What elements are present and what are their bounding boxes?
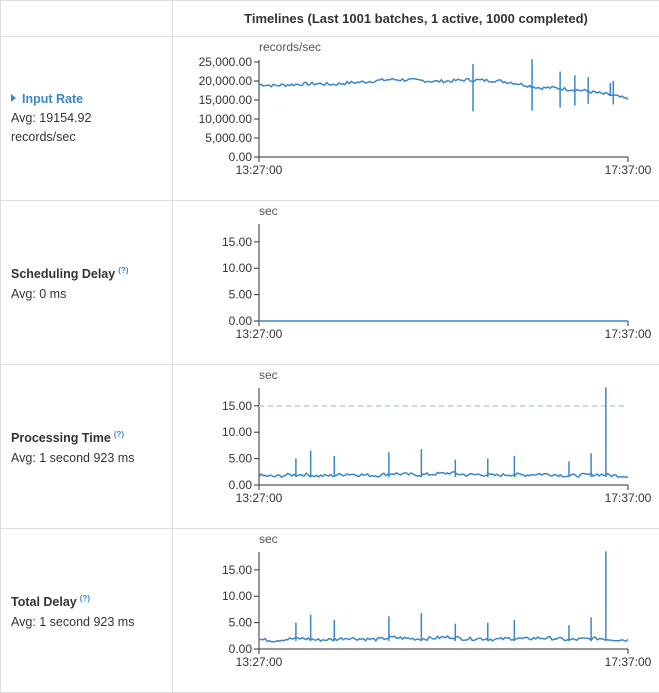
y-tick-label: 0.00: [229, 478, 253, 492]
y-unit-label: sec: [259, 204, 278, 218]
metric-label-cell: Total Delay(?) Avg: 1 second 923 ms: [1, 529, 173, 693]
y-unit-label: sec: [259, 368, 278, 382]
x-tick-label: 17:37:00: [605, 163, 652, 177]
metric-average: Avg: 1 second 923 ms: [11, 449, 172, 468]
metric-title: Processing Time: [11, 432, 111, 446]
metric-average-unit: records/sec: [11, 128, 172, 147]
y-tick-label: 10.00: [222, 425, 252, 439]
series-line: [259, 636, 628, 642]
y-tick-label: 5.00: [229, 452, 253, 466]
metric-row-total-delay: Total Delay(?) Avg: 1 second 923 ms sec 1…: [1, 529, 659, 693]
x-tick-label: 13:27:00: [236, 327, 283, 341]
input-rate-timeline-chart: records/sec 25,000.00 20,000.00 15,000.00 10…: [173, 37, 659, 200]
help-icon[interactable]: (?): [118, 266, 128, 275]
x-tick-label: 13:27:00: [236, 163, 283, 177]
metric-row-input-rate: Input Rate Avg: 19154.92 records/sec rec…: [1, 37, 659, 201]
y-tick-label: 10.00: [222, 261, 252, 275]
metric-row-processing-time: Processing Time(?) Avg: 1 second 923 ms …: [1, 365, 659, 529]
y-tick-label: 15,000.00: [199, 93, 253, 107]
y-tick-label: 20,000.00: [199, 74, 253, 88]
y-tick-label: 15.00: [222, 235, 252, 249]
y-tick-label: 0.00: [229, 314, 253, 328]
x-tick-label: 13:27:00: [236, 491, 283, 505]
y-tick-label: 25,000.00: [199, 55, 253, 69]
y-unit-label: sec: [259, 532, 278, 546]
y-tick-label: 5.00: [229, 288, 253, 302]
metric-title: Total Delay: [11, 596, 77, 610]
timeline-cell: records/sec 25,000.00 20,000.00 15,000.00 10…: [173, 37, 659, 201]
y-tick-label: 5,000.00: [205, 131, 252, 145]
metric-average: Avg: 19154.92: [11, 109, 172, 128]
metric-title: Scheduling Delay: [11, 268, 115, 282]
metric-label-cell: Scheduling Delay(?) Avg: 0 ms: [1, 201, 173, 365]
y-tick-label: 15.00: [222, 399, 252, 413]
series-line: [259, 78, 628, 99]
metric-average: Avg: 1 second 923 ms: [11, 613, 172, 632]
y-tick-label: 0.00: [229, 642, 253, 656]
x-tick-label: 17:37:00: [605, 655, 652, 669]
y-tick-label: 5.00: [229, 616, 253, 630]
metric-row-scheduling-delay: Scheduling Delay(?) Avg: 0 ms sec 15.00 10…: [1, 201, 659, 365]
y-tick-label: 15.00: [222, 563, 252, 577]
input-rate-link[interactable]: Input Rate: [22, 92, 83, 106]
expand-triangle-icon[interactable]: [11, 94, 16, 102]
help-icon[interactable]: (?): [114, 430, 124, 439]
y-tick-label: 10.00: [222, 589, 252, 603]
y-tick-label: 10,000.00: [199, 112, 253, 126]
help-icon[interactable]: (?): [80, 594, 90, 603]
metric-label-cell: Input Rate Avg: 19154.92 records/sec: [1, 37, 173, 201]
x-tick-label: 17:37:00: [605, 491, 652, 505]
y-unit-label: records/sec: [259, 40, 321, 54]
metric-average: Avg: 0 ms: [11, 285, 172, 304]
x-tick-label: 13:27:00: [236, 655, 283, 669]
timelines-header: Timelines (Last 1001 batches, 1 active, …: [173, 1, 659, 37]
series-line: [259, 472, 628, 478]
y-tick-label: 0.00: [229, 150, 253, 164]
x-tick-label: 17:37:00: [605, 327, 652, 341]
metric-label-cell: Processing Time(?) Avg: 1 second 923 ms: [1, 365, 173, 529]
header-blank-cell: [1, 1, 173, 37]
